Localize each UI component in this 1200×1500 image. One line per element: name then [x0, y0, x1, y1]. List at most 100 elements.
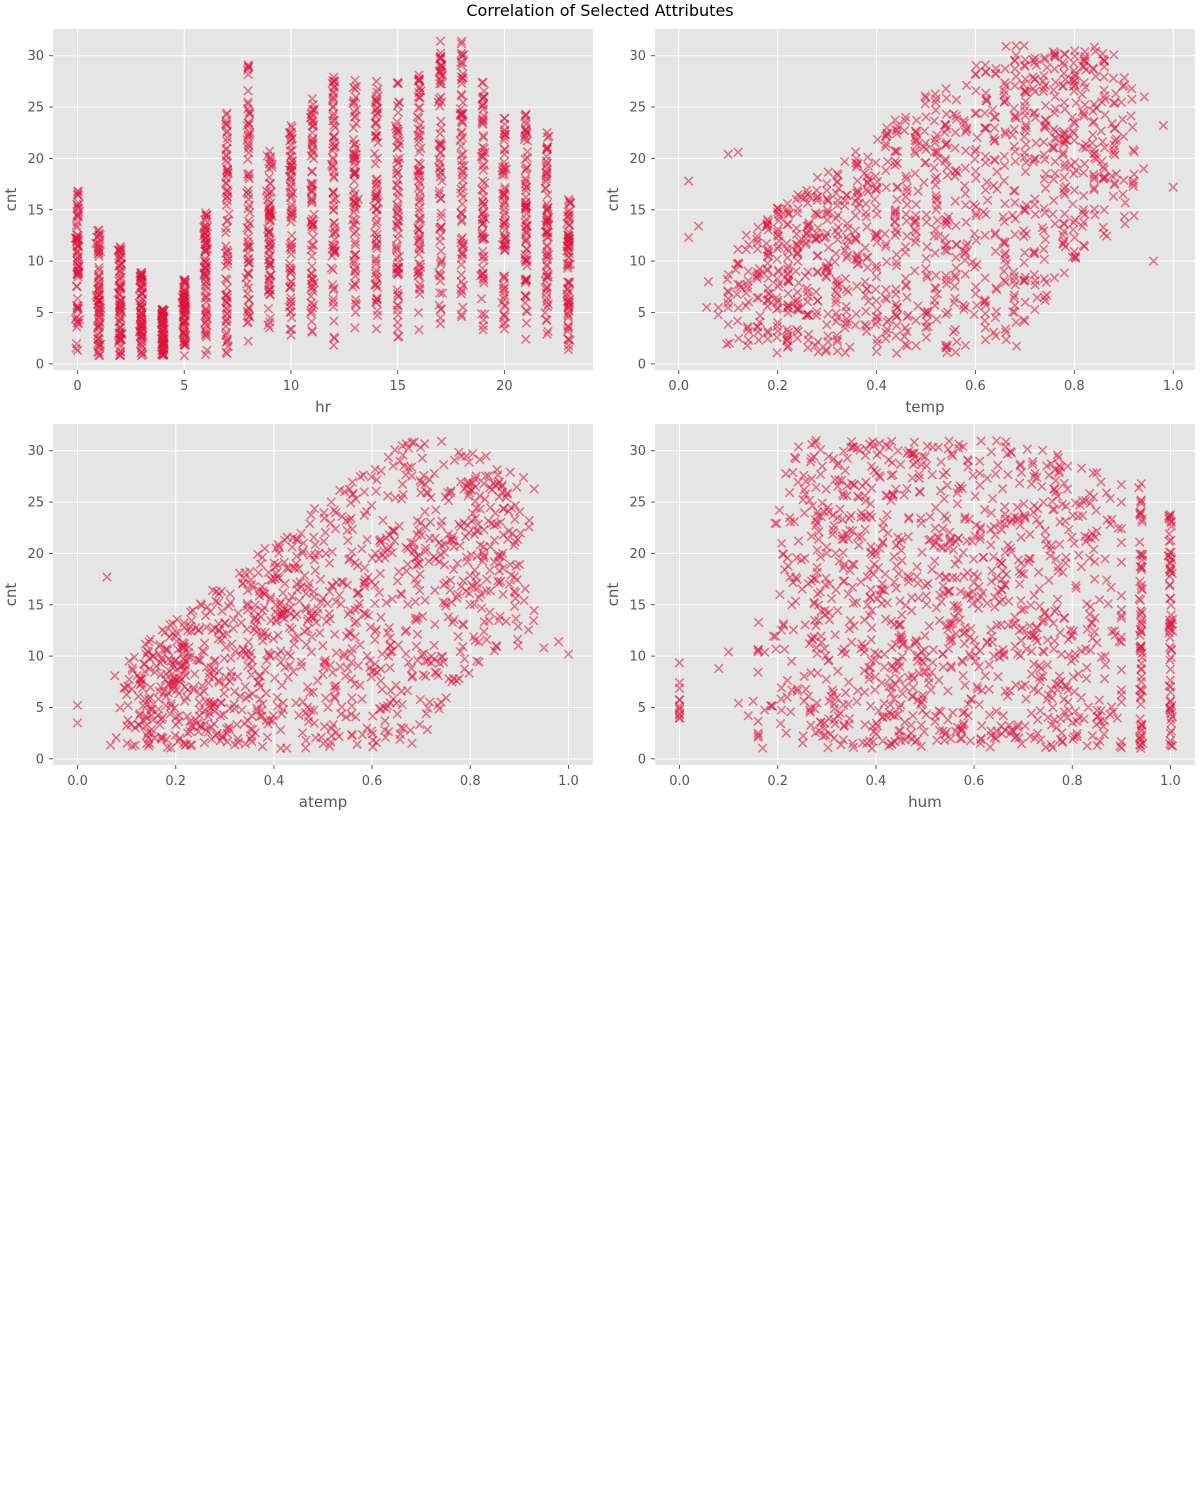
data-point — [882, 324, 892, 335]
data-point — [477, 113, 488, 124]
data-point — [792, 287, 803, 298]
data-point — [951, 220, 961, 231]
data-point — [929, 116, 940, 126]
data-point — [1019, 257, 1029, 268]
y-axis-label: cnt — [2, 188, 20, 212]
data-point — [73, 210, 83, 221]
data-point — [456, 208, 466, 218]
data-point — [1039, 254, 1050, 265]
data-point — [1110, 136, 1120, 146]
data-point — [911, 315, 921, 326]
y-tick-label: 5 — [36, 306, 44, 321]
data-point — [1048, 47, 1059, 57]
data-point — [812, 307, 822, 317]
data-point — [1011, 341, 1022, 351]
data-point — [701, 302, 712, 313]
data-point — [971, 173, 981, 184]
data-point — [1089, 42, 1100, 52]
data-point — [222, 157, 233, 168]
data-point — [413, 103, 424, 113]
data-point — [520, 297, 530, 308]
data-point — [1019, 131, 1029, 142]
data-point — [564, 295, 575, 305]
data-point — [243, 242, 254, 252]
data-point — [330, 226, 340, 237]
data-point — [941, 279, 952, 289]
data-point — [521, 305, 532, 316]
data-point — [831, 248, 841, 259]
data-point — [478, 132, 489, 143]
data-point — [436, 208, 446, 219]
data-point — [1059, 268, 1070, 278]
data-point — [564, 233, 575, 244]
data-point — [1067, 252, 1078, 262]
data-point — [93, 338, 103, 348]
data-point — [72, 281, 82, 292]
data-point — [932, 195, 942, 205]
data-point — [330, 194, 341, 204]
data-point — [802, 297, 813, 307]
data-point — [266, 187, 277, 197]
data-point — [435, 48, 446, 58]
data-point — [434, 154, 444, 165]
data-point — [245, 219, 255, 229]
data-point — [499, 221, 509, 232]
data-point — [243, 336, 254, 346]
data-point — [158, 322, 168, 332]
data-point — [813, 191, 823, 202]
data-point — [499, 126, 510, 137]
data-point — [392, 324, 403, 334]
data-point — [478, 325, 488, 335]
data-point — [542, 142, 553, 152]
y-tick-label: 15 — [27, 598, 44, 613]
data-point — [243, 147, 254, 158]
data-point — [415, 159, 426, 169]
data-point — [543, 299, 554, 310]
data-point — [919, 177, 929, 188]
data-point — [328, 72, 339, 83]
scatter-series — [70, 36, 576, 361]
data-point — [180, 316, 191, 326]
data-point — [931, 204, 941, 215]
data-point — [243, 86, 253, 96]
data-point — [1099, 72, 1109, 82]
data-point — [1070, 215, 1080, 225]
data-point — [832, 346, 843, 356]
data-point — [1100, 172, 1111, 183]
data-point — [971, 60, 982, 71]
data-point — [989, 123, 1000, 133]
data-point — [901, 281, 911, 292]
data-point — [265, 216, 275, 226]
data-point — [480, 178, 490, 188]
data-point — [950, 272, 961, 283]
data-point — [783, 288, 793, 299]
data-point — [542, 271, 552, 282]
data-point — [931, 105, 941, 115]
data-point — [309, 209, 319, 220]
data-point — [415, 103, 425, 113]
data-point — [1099, 164, 1109, 174]
data-point — [369, 148, 380, 159]
data-point — [265, 178, 275, 189]
data-point — [563, 321, 573, 331]
data-point — [952, 336, 962, 347]
data-point — [1009, 124, 1019, 135]
data-point — [477, 94, 488, 104]
data-point — [393, 167, 403, 178]
data-point — [1019, 248, 1030, 258]
x-tick-label: 1.0 — [558, 774, 579, 789]
data-point — [992, 184, 1002, 194]
data-point — [872, 334, 882, 345]
data-point — [980, 335, 991, 345]
data-point — [823, 167, 834, 177]
data-point — [327, 161, 338, 171]
data-point — [392, 180, 403, 191]
data-point — [921, 332, 932, 343]
data-point — [415, 186, 425, 197]
data-point — [306, 282, 317, 293]
data-point — [899, 331, 910, 342]
data-point — [864, 174, 874, 184]
data-point — [307, 302, 318, 313]
data-point — [863, 296, 874, 307]
